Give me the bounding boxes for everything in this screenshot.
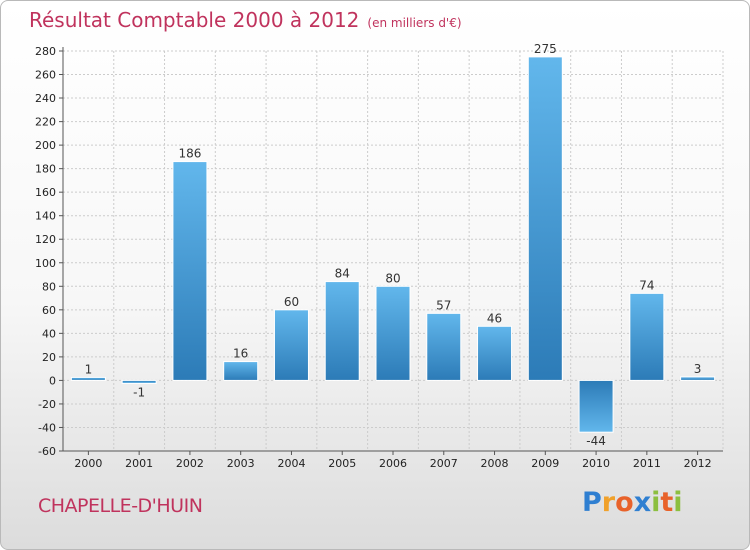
logo-letter: r bbox=[601, 487, 616, 518]
y-tick-label: 180 bbox=[35, 163, 56, 176]
logo-letter: i bbox=[651, 487, 661, 518]
bar-2010 bbox=[578, 379, 614, 433]
y-tick-label: 100 bbox=[35, 257, 56, 270]
label-layer: 1 -1 186 16 60 84 80 57 46 275 -44 74 3 bbox=[85, 42, 702, 448]
x-tick-label: 2000 bbox=[74, 457, 102, 470]
value-label-2007: 57 bbox=[436, 298, 451, 312]
value-label-2010: -44 bbox=[586, 434, 606, 448]
bar-2004 bbox=[273, 309, 309, 381]
y-tick-label: 80 bbox=[42, 280, 56, 293]
logo-letter: P bbox=[582, 487, 602, 518]
x-tick-label: 2007 bbox=[430, 457, 458, 470]
bar-2008 bbox=[477, 325, 513, 381]
x-tick-label: 2009 bbox=[531, 457, 559, 470]
logo-letter: t bbox=[660, 487, 674, 518]
bar-2006 bbox=[375, 285, 411, 381]
value-label-2000: 1 bbox=[85, 362, 93, 376]
y-tick-label: 0 bbox=[49, 374, 56, 387]
bar-layer bbox=[70, 56, 716, 433]
y-tick-label: 40 bbox=[42, 327, 56, 340]
value-label-2003: 16 bbox=[233, 347, 248, 361]
y-tick-label: 240 bbox=[35, 92, 56, 105]
value-label-2006: 80 bbox=[385, 271, 400, 285]
value-label-2009: 275 bbox=[534, 42, 557, 56]
y-tick-label: 220 bbox=[35, 116, 56, 129]
bar-2003 bbox=[223, 361, 259, 381]
y-tick-label: 60 bbox=[42, 304, 56, 317]
value-label-2004: 60 bbox=[284, 295, 299, 309]
bar-2011 bbox=[629, 292, 665, 381]
value-label-2008: 46 bbox=[487, 311, 502, 325]
proxiti-logo[interactable]: Proxiti bbox=[582, 487, 683, 518]
logo-letter: i bbox=[673, 487, 683, 518]
commune-name: CHAPELLE-D'HUIN bbox=[38, 495, 203, 517]
bar-2009 bbox=[527, 56, 563, 381]
y-tick-label: -20 bbox=[38, 398, 56, 411]
y-tick-label: 260 bbox=[35, 69, 56, 82]
y-tick-label: 280 bbox=[35, 45, 56, 58]
y-tick-label: 120 bbox=[35, 233, 56, 246]
x-tick-label: 2010 bbox=[582, 457, 610, 470]
x-tick-label: 2002 bbox=[176, 457, 204, 470]
chart-subtitle: (en milliers d'€) bbox=[367, 16, 462, 30]
y-tick-label: 20 bbox=[42, 351, 56, 364]
bar-2005 bbox=[324, 281, 360, 381]
x-tick-label: 2004 bbox=[277, 457, 305, 470]
x-tick-label: 2006 bbox=[379, 457, 407, 470]
logo-letter: o bbox=[615, 487, 634, 518]
value-label-2002: 186 bbox=[178, 147, 201, 161]
y-tick-label: 160 bbox=[35, 186, 56, 199]
value-label-2001: -1 bbox=[133, 385, 145, 399]
grid-layer bbox=[62, 50, 724, 452]
x-tick-label: 2011 bbox=[633, 457, 661, 470]
x-tick-label: 2001 bbox=[125, 457, 153, 470]
x-tick-label: 2005 bbox=[328, 457, 356, 470]
value-label-2012: 3 bbox=[694, 362, 702, 376]
y-tick-label: 200 bbox=[35, 139, 56, 152]
y-tick-label: -40 bbox=[38, 421, 56, 434]
axis-layer: -60-40-200204060801001201401601802002202… bbox=[35, 45, 723, 470]
value-label-2011: 74 bbox=[639, 278, 654, 292]
x-tick-label: 2003 bbox=[227, 457, 255, 470]
bar-2001 bbox=[121, 379, 157, 384]
bar-2012 bbox=[680, 376, 716, 381]
chart-title-text: Résultat Comptable 2000 à 2012 bbox=[29, 8, 360, 32]
bar-2002 bbox=[172, 161, 208, 381]
x-tick-label: 2008 bbox=[481, 457, 509, 470]
y-tick-label: 140 bbox=[35, 210, 56, 223]
chart-title: Résultat Comptable 2000 à 2012 (en millie… bbox=[29, 8, 462, 32]
bar-2000 bbox=[70, 376, 106, 381]
bar-2007 bbox=[426, 312, 462, 381]
logo-letter: x bbox=[633, 487, 652, 518]
x-tick-label: 2012 bbox=[684, 457, 712, 470]
y-tick-label: -60 bbox=[38, 445, 56, 458]
value-label-2005: 84 bbox=[335, 267, 350, 281]
